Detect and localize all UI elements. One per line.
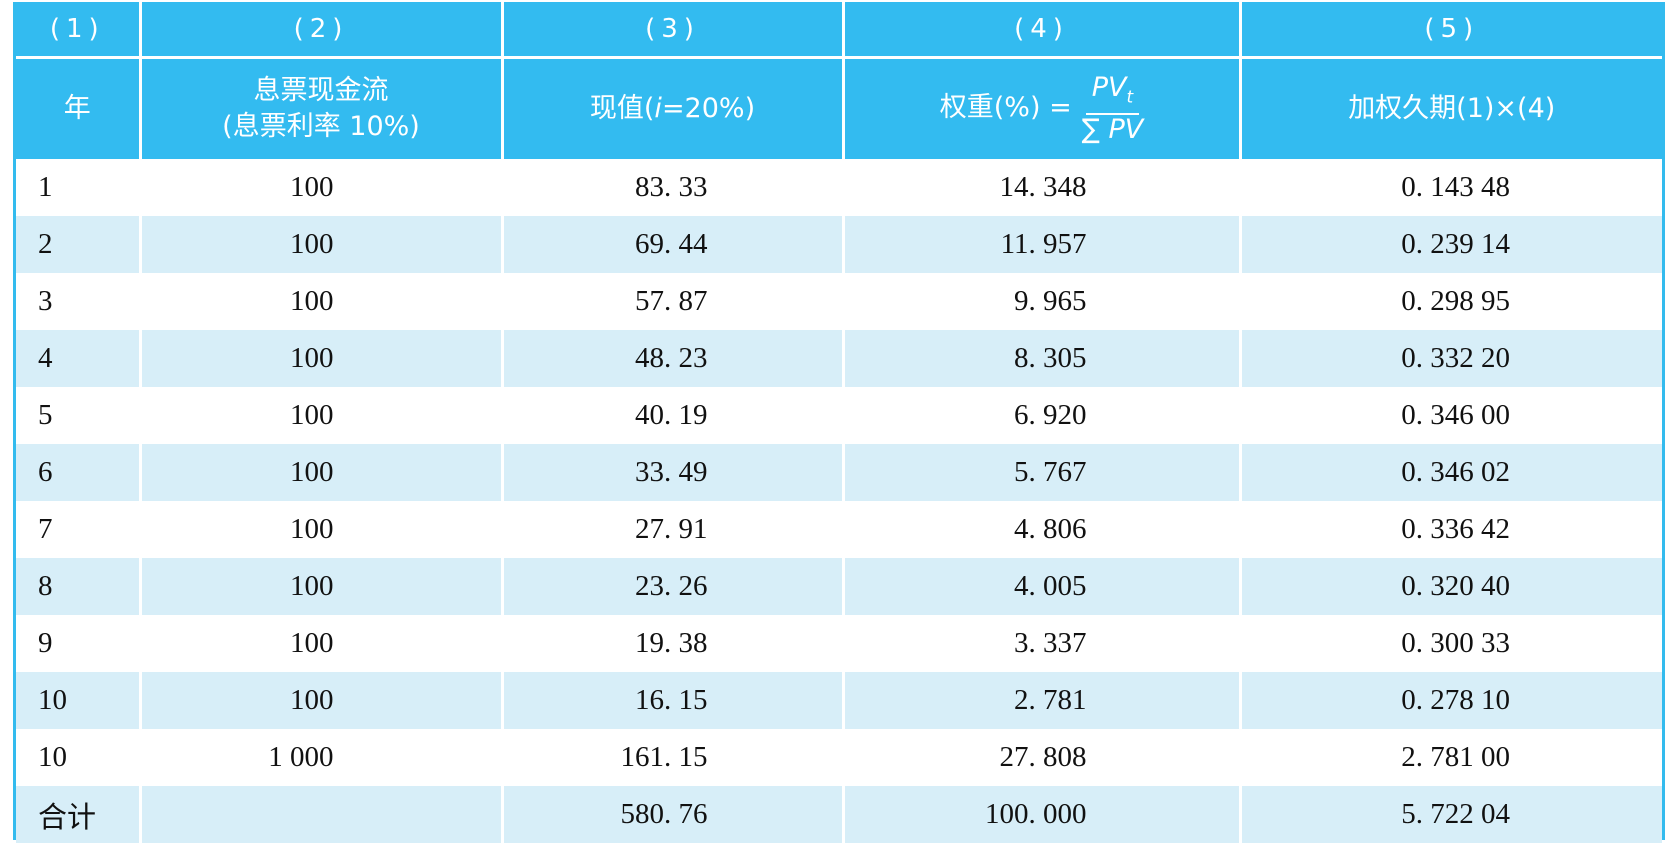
- col-title-present-value: 现值(i=20%): [500, 57, 843, 159]
- cell-weight: 11. 957: [841, 216, 1240, 273]
- cell-weight: 3. 337: [841, 615, 1240, 672]
- cell-present-value: 33. 49: [500, 444, 843, 501]
- column-number-row: (1) (2) (3) (4) (5): [16, 2, 1662, 59]
- cell-weight: 4. 005: [841, 558, 1240, 615]
- cell-weight: 6. 920: [841, 387, 1240, 444]
- table-row: 10 100 16. 15 2. 781 0. 278 10: [16, 672, 1662, 729]
- cell-present-value: 161. 15: [500, 729, 843, 786]
- cell-weighted-duration: 0. 346 02: [1238, 444, 1662, 501]
- cell-weighted-duration: 0. 346 00: [1238, 387, 1662, 444]
- col-title-year: 年: [16, 57, 140, 159]
- weight-fraction-numerator: PVt: [1085, 72, 1140, 115]
- col-number-4: (4): [841, 2, 1240, 59]
- cell-present-value: 57. 87: [500, 273, 843, 330]
- coupon-flow-title-line1: 息票现金流: [253, 75, 389, 106]
- cell-coupon-flow: 100: [138, 387, 502, 444]
- cell-weighted-duration: 0. 278 10: [1238, 672, 1662, 729]
- cell-year: 2: [16, 216, 140, 273]
- cell-weight: 5. 767: [841, 444, 1240, 501]
- cell-present-value: 27. 91: [500, 501, 843, 558]
- cell-coupon-flow: 1 000: [138, 729, 502, 786]
- cell-weighted-duration: 0. 239 14: [1238, 216, 1662, 273]
- cell-coupon-flow: 100: [138, 672, 502, 729]
- cell-year: 1: [16, 159, 140, 216]
- cell-present-value: 48. 23: [500, 330, 843, 387]
- cell-coupon-flow: 100: [138, 330, 502, 387]
- cell-year: 10: [16, 729, 140, 786]
- weight-title-prefix: 权重(%) =: [939, 92, 1072, 124]
- fraction-num-subscript: t: [1126, 87, 1134, 108]
- cell-weight: 14. 348: [841, 159, 1240, 216]
- cell-year: 3: [16, 273, 140, 330]
- table-row: 10 1 000 161. 15 27. 808 2. 781 00: [16, 729, 1662, 786]
- table-row: 9 100 19. 38 3. 337 0. 300 33: [16, 615, 1662, 672]
- cell-present-value: 69. 44: [500, 216, 843, 273]
- table-row: 1 100 83. 33 14. 348 0. 143 48: [16, 159, 1662, 216]
- table-header: (1) (2) (3) (4) (5) 年 息票现金流 (息票利率 10%) 现…: [16, 2, 1662, 159]
- cell-coupon-flow: 100: [138, 159, 502, 216]
- table-row: 4 100 48. 23 8. 305 0. 332 20: [16, 330, 1662, 387]
- cell-coupon-flow: 100: [138, 216, 502, 273]
- cell-weight: 9. 965: [841, 273, 1240, 330]
- col-number-2: (2): [138, 2, 502, 59]
- cell-weighted-duration: 0. 336 42: [1238, 501, 1662, 558]
- cell-coupon-flow: 100: [138, 615, 502, 672]
- coupon-flow-title-line2: (息票利率 10%): [222, 111, 420, 142]
- col-number-5: (5): [1238, 2, 1662, 59]
- cell-year: 9: [16, 615, 140, 672]
- cell-weighted-duration: 2. 781 00: [1238, 729, 1662, 786]
- cell-coupon-flow: 100: [138, 558, 502, 615]
- cell-year: 7: [16, 501, 140, 558]
- col-number-3: (3): [500, 2, 843, 59]
- weight-fraction-denominator: ∑ PV: [1081, 113, 1144, 145]
- cell-present-value: 23. 26: [500, 558, 843, 615]
- cell-weight: 2. 781: [841, 672, 1240, 729]
- pv-title-suffix: =20%): [661, 93, 756, 124]
- cell-weighted-duration: 0. 298 95: [1238, 273, 1662, 330]
- cell-coupon-flow: 100: [138, 273, 502, 330]
- table-row: 2 100 69. 44 11. 957 0. 239 14: [16, 216, 1662, 273]
- cell-present-value: 40. 19: [500, 387, 843, 444]
- total-weight: 100. 000: [841, 786, 1240, 843]
- cell-year: 10: [16, 672, 140, 729]
- total-coupon-flow: [138, 786, 502, 843]
- cell-weight: 27. 808: [841, 729, 1240, 786]
- table-row: 5 100 40. 19 6. 920 0. 346 00: [16, 387, 1662, 444]
- pv-title-prefix: 现值(: [589, 93, 655, 124]
- cell-weighted-duration: 0. 320 40: [1238, 558, 1662, 615]
- total-weighted-duration: 5. 722 04: [1238, 786, 1662, 843]
- col-number-1: (1): [16, 2, 140, 59]
- cell-year: 4: [16, 330, 140, 387]
- total-row: 合计 580. 76 100. 000 5. 722 04: [16, 786, 1662, 843]
- col-title-weighted-duration: 加权久期(1)×(4): [1238, 57, 1662, 159]
- cell-year: 8: [16, 558, 140, 615]
- table-row: 8 100 23. 26 4. 005 0. 320 40: [16, 558, 1662, 615]
- cell-weight: 4. 806: [841, 501, 1240, 558]
- cell-present-value: 83. 33: [500, 159, 843, 216]
- cell-weighted-duration: 0. 300 33: [1238, 615, 1662, 672]
- col-title-coupon-flow: 息票现金流 (息票利率 10%): [138, 57, 502, 159]
- column-title-row: 年 息票现金流 (息票利率 10%) 现值(i=20%) 权重(%) = PVt ∑…: [16, 57, 1662, 159]
- cell-weight: 8. 305: [841, 330, 1240, 387]
- table-row: 6 100 33. 49 5. 767 0. 346 02: [16, 444, 1662, 501]
- table-body: 1 100 83. 33 14. 348 0. 143 48 2 100 69. 44 11. …: [16, 159, 1662, 843]
- duration-table: (1) (2) (3) (4) (5) 年 息票现金流 (息票利率 10%) 现…: [16, 2, 1662, 843]
- pv-title-var: i: [654, 93, 662, 124]
- cell-year: 5: [16, 387, 140, 444]
- cell-year: 6: [16, 444, 140, 501]
- table-row: 3 100 57. 87 9. 965 0. 298 95: [16, 273, 1662, 330]
- cell-present-value: 16. 15: [500, 672, 843, 729]
- fraction-num-text: PV: [1091, 72, 1127, 104]
- cell-weighted-duration: 0. 143 48: [1238, 159, 1662, 216]
- cell-coupon-flow: 100: [138, 501, 502, 558]
- duration-table-container: (1) (2) (3) (4) (5) 年 息票现金流 (息票利率 10%) 现…: [13, 2, 1665, 843]
- cell-weighted-duration: 0. 332 20: [1238, 330, 1662, 387]
- cell-coupon-flow: 100: [138, 444, 502, 501]
- cell-present-value: 19. 38: [500, 615, 843, 672]
- weight-fraction: PVt ∑ PV: [1082, 73, 1144, 144]
- col-title-weight: 权重(%) = PVt ∑ PV: [841, 57, 1240, 159]
- total-present-value: 580. 76: [500, 786, 843, 843]
- total-label: 合计: [16, 786, 140, 843]
- table-row: 7 100 27. 91 4. 806 0. 336 42: [16, 501, 1662, 558]
